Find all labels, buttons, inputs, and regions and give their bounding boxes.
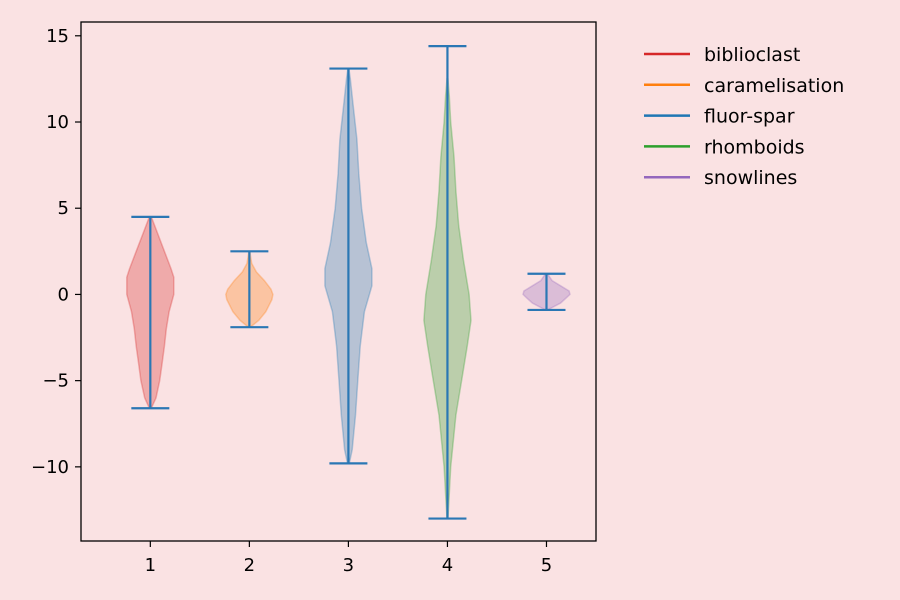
y-tick-label: −5 (42, 371, 69, 392)
legend-label-rhomboids: rhomboids (704, 136, 805, 158)
range-lines (131, 45, 566, 520)
x-tick-label: 1 (145, 555, 156, 576)
legend: biblioclast caramelisation fluor-spar rhomb… (644, 44, 844, 189)
x-tick-label: 5 (541, 555, 552, 576)
plot-area-frame (80, 21, 597, 542)
x-tick-label: 2 (244, 555, 255, 576)
x-tick-label: 4 (442, 555, 453, 576)
y-tick-label: 5 (58, 198, 69, 219)
y-tick-label: 0 (58, 284, 69, 305)
x-axis: 1 2 3 4 5 (145, 541, 552, 576)
y-tick-label: −10 (31, 457, 69, 478)
legend-label-snowlines: snowlines (704, 167, 797, 189)
y-tick-label: 15 (46, 26, 69, 47)
x-tick-label: 3 (343, 555, 354, 576)
legend-label-fluor-spar: fluor-spar (704, 106, 795, 128)
y-axis: 15 10 5 0 −5 −10 (31, 26, 81, 478)
legend-label-caramelisation: caramelisation (704, 75, 844, 97)
y-tick-label: 10 (46, 112, 69, 133)
legend-label-biblioclast: biblioclast (704, 44, 800, 66)
